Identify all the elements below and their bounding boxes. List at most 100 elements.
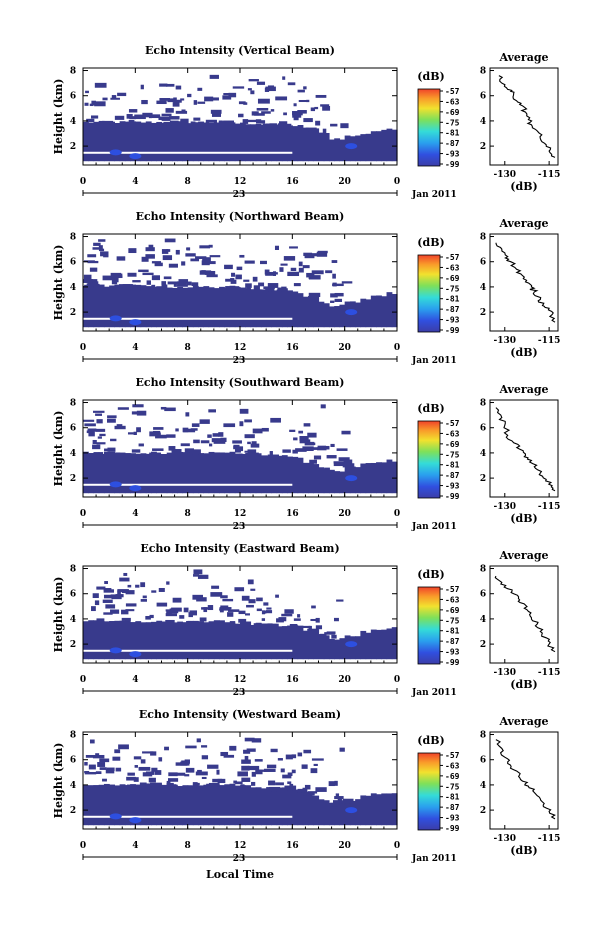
echo-patch [142, 112, 153, 118]
gap-stripe [83, 483, 293, 486]
y-tick-label: 8 [70, 399, 76, 409]
echo-cell [192, 453, 199, 494]
echo-cell [187, 123, 194, 162]
echo-patch [247, 579, 254, 585]
echo-cell [156, 784, 163, 826]
echo-patch [190, 258, 200, 262]
echo-patch [218, 120, 223, 123]
echo-patch [140, 599, 147, 602]
echo-patch [183, 607, 189, 613]
panels: Echo Intensity (Vertical Beam) 2 4 6 8 Height… [52, 44, 560, 864]
echo-patch [274, 245, 280, 250]
echo-patch [334, 796, 344, 800]
echo-patch [148, 777, 156, 783]
echo-patch [127, 772, 135, 776]
echo-patch [126, 776, 136, 781]
echo-patch [280, 768, 285, 773]
echo-patch [263, 602, 269, 606]
echo-patch [165, 108, 174, 113]
echo-patch [92, 593, 99, 599]
echo-patch [297, 89, 305, 93]
y-tick-label: 2 [70, 474, 76, 484]
echo-patch [277, 758, 283, 761]
echo-cell [287, 125, 293, 162]
x-tick-label: 0 [394, 343, 400, 353]
echo-cell [328, 306, 335, 328]
colorbar-label: -75 [445, 782, 460, 791]
echo-patch [155, 434, 167, 439]
echo-patch [91, 606, 96, 612]
echo-patch [272, 623, 279, 628]
average-y-tick-label: 4 [480, 117, 486, 127]
echo-patch [315, 94, 327, 98]
echo-patch [232, 440, 242, 444]
echo-patch [333, 617, 339, 622]
average-frame [489, 565, 559, 664]
echo-patch [315, 625, 323, 630]
echo-patch [167, 778, 179, 782]
echo-cell [297, 457, 304, 494]
colorbar-label: -69 [445, 440, 460, 449]
echo-cell [171, 287, 178, 328]
average-y-tick-label: 2 [480, 640, 486, 650]
x-tick-label: 12 [234, 177, 247, 187]
echo-patch [126, 784, 132, 790]
average-profile: Average 2 4 6 8 -130 -115(dB) [480, 51, 561, 193]
echo-patch [310, 618, 319, 622]
echo-patch [159, 98, 171, 101]
echo-cell [313, 795, 320, 826]
echo-cell [124, 785, 131, 826]
echo-patch [151, 261, 162, 264]
echo-cell [88, 122, 95, 162]
echo-cell [386, 128, 393, 162]
echo-patch [90, 115, 99, 119]
echo-cell [318, 301, 325, 328]
echo-cell [103, 121, 110, 162]
echo-cell [83, 121, 89, 162]
echo-cell [360, 795, 367, 826]
echo-patch [189, 610, 198, 616]
strong-echo-spot [109, 149, 122, 156]
echo-patch [263, 286, 275, 290]
echo-patch [165, 613, 178, 617]
echo-patch [84, 762, 88, 766]
echo-patch [227, 609, 240, 612]
echo-patch [333, 463, 345, 467]
echo-cell [365, 299, 372, 328]
x-tick-label: 8 [185, 343, 191, 353]
colorbar-label: -63 [445, 263, 460, 272]
echo-patch [164, 407, 176, 412]
echo-patch [238, 113, 244, 118]
x-tick-label: 16 [286, 841, 299, 851]
echo-patch [232, 86, 245, 89]
echo-cell [323, 133, 330, 162]
echo-cell [376, 629, 382, 660]
colorbar [417, 88, 441, 167]
echo-cell [260, 623, 267, 660]
echo-cell [198, 621, 204, 660]
x-tick-label: 12 [234, 509, 247, 519]
echo-cell [250, 453, 257, 494]
average-title: Average [498, 715, 548, 728]
echo-patch [196, 782, 200, 786]
average-y-tick-label: 4 [480, 283, 486, 293]
x-tick-label: 4 [132, 841, 138, 851]
echo-cell [323, 800, 330, 826]
colorbar-label: -57 [445, 253, 460, 262]
x-tick-label: 4 [132, 343, 138, 353]
echo-patch [146, 783, 153, 787]
echo-cell [130, 622, 136, 660]
echo-patch [247, 88, 252, 91]
echo-patch [160, 406, 167, 410]
echo-patch [199, 419, 210, 424]
echo-patch [176, 284, 188, 287]
echo-patch [220, 437, 227, 442]
echo-patch [293, 103, 297, 107]
echo-patch [303, 252, 313, 256]
echo-cell [240, 622, 246, 660]
echo-patch [100, 251, 109, 257]
echo-cell [287, 290, 293, 328]
echo-cell [135, 453, 142, 494]
echo-cell [360, 134, 367, 162]
heatmap [83, 74, 398, 162]
